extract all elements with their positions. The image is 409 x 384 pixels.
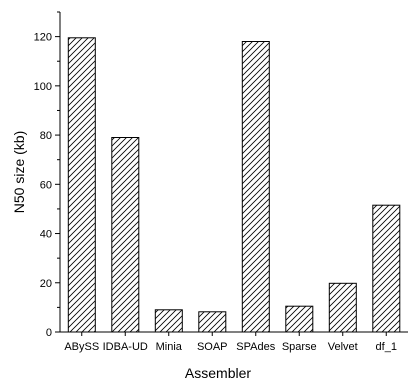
- bar-abyss: [67, 37, 96, 333]
- x-tick-label: SPAdes: [236, 341, 275, 353]
- x-tick-label: ABySS: [64, 341, 99, 353]
- x-tick-label: df_1: [376, 341, 397, 353]
- x-tick-label: Velvet: [328, 341, 358, 353]
- bar-idba-ud: [111, 137, 140, 333]
- x-tick-label: Minia: [156, 341, 183, 353]
- y-tick-label: 0: [46, 327, 52, 339]
- bars-group: [67, 37, 401, 333]
- y-axis: 0 20 40 60 80 100 120: [34, 11, 61, 339]
- x-axis: ABySS IDBA-UD Minia SOAP SPAdes Sparse Velvet d…: [60, 331, 408, 353]
- y-tick-label: 60: [40, 179, 52, 191]
- y-tick-label: 120: [34, 32, 52, 44]
- bar-velvet: [328, 282, 357, 333]
- x-axis-title: Assembler: [185, 365, 251, 381]
- x-tick-label: IDBA-UD: [103, 341, 148, 353]
- bar-minia: [154, 309, 183, 333]
- y-tick-label: 20: [40, 278, 52, 290]
- bar-df-1: [372, 204, 401, 333]
- x-tick-label: SOAP: [197, 341, 228, 353]
- bar-sparse: [285, 305, 314, 333]
- y-axis-title: N50 size (kb): [11, 131, 27, 213]
- y-tick-label: 40: [40, 229, 52, 241]
- x-tick-label: Sparse: [282, 341, 317, 353]
- y-tick-label: 80: [40, 130, 52, 142]
- y-tick-label: 100: [34, 81, 52, 93]
- bar-soap: [198, 311, 227, 333]
- bar-spades: [241, 41, 270, 333]
